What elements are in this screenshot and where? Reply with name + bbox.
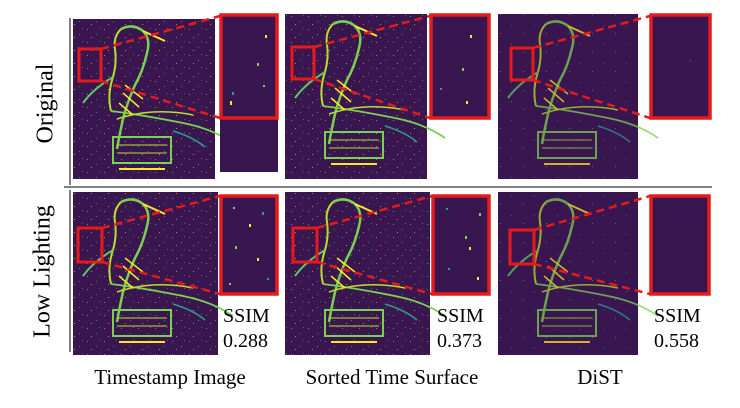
row-label-low-lighting: Low Lighting bbox=[29, 205, 56, 338]
zoom-region-box bbox=[291, 226, 319, 264]
ssim-value: 0.558 bbox=[654, 330, 699, 352]
zoom-connector-bottom bbox=[100, 79, 221, 120]
ssim-timestamp-image: SSIM 0.288 bbox=[223, 304, 270, 354]
ssim-label: SSIM bbox=[437, 305, 484, 327]
zoom-connector-bottom bbox=[533, 262, 651, 296]
zoom-connector-top bbox=[316, 194, 433, 230]
row-label-original: Original bbox=[32, 63, 59, 144]
panel-original-timestamp-image bbox=[73, 13, 279, 179]
panel-low-lighting-dist bbox=[498, 192, 711, 355]
column-label-timestamp-image: Timestamp Image bbox=[94, 365, 246, 389]
panel-low-lighting-sorted-time-surface bbox=[285, 192, 491, 355]
ssim-value: 0.288 bbox=[223, 330, 268, 352]
zoom-region-box bbox=[76, 226, 104, 264]
zoom-connector-top bbox=[532, 14, 651, 50]
ssim-label: SSIM bbox=[654, 305, 701, 327]
ssim-label: SSIM bbox=[223, 305, 270, 327]
zoom-connector-top bbox=[101, 194, 221, 230]
zoom-connector-top bbox=[100, 14, 221, 51]
zoom-inset bbox=[219, 194, 279, 296]
panel-original-sorted-time-surface bbox=[285, 13, 491, 179]
zoom-inset bbox=[649, 194, 711, 296]
panel-original-dist bbox=[498, 13, 712, 179]
zoom-connector-bottom bbox=[532, 78, 651, 120]
ssim-value: 0.373 bbox=[437, 330, 482, 352]
zoom-connector-top bbox=[313, 14, 431, 49]
zoom-region-box bbox=[77, 47, 103, 83]
column-label-dist: DiST bbox=[577, 365, 623, 389]
zoom-connector-top bbox=[533, 194, 651, 232]
column-label-sorted-time-surface: Sorted Time Surface bbox=[305, 365, 479, 389]
zoom-connector-bottom bbox=[101, 260, 221, 296]
panel-low-lighting-timestamp-image bbox=[73, 192, 279, 355]
zoom-region-box bbox=[290, 45, 316, 81]
zoom-connector-bottom bbox=[313, 77, 431, 120]
zoom-inset bbox=[219, 13, 279, 120]
ssim-dist: SSIM 0.558 bbox=[654, 304, 701, 354]
zoom-region-box bbox=[508, 228, 536, 266]
ssim-sorted-time-surface: SSIM 0.373 bbox=[437, 304, 484, 354]
zoom-region-box bbox=[509, 46, 535, 82]
zoom-inset bbox=[649, 13, 712, 120]
zoom-inset bbox=[431, 194, 491, 296]
zoom-connector-bottom bbox=[316, 260, 433, 296]
zoom-inset bbox=[429, 13, 491, 120]
